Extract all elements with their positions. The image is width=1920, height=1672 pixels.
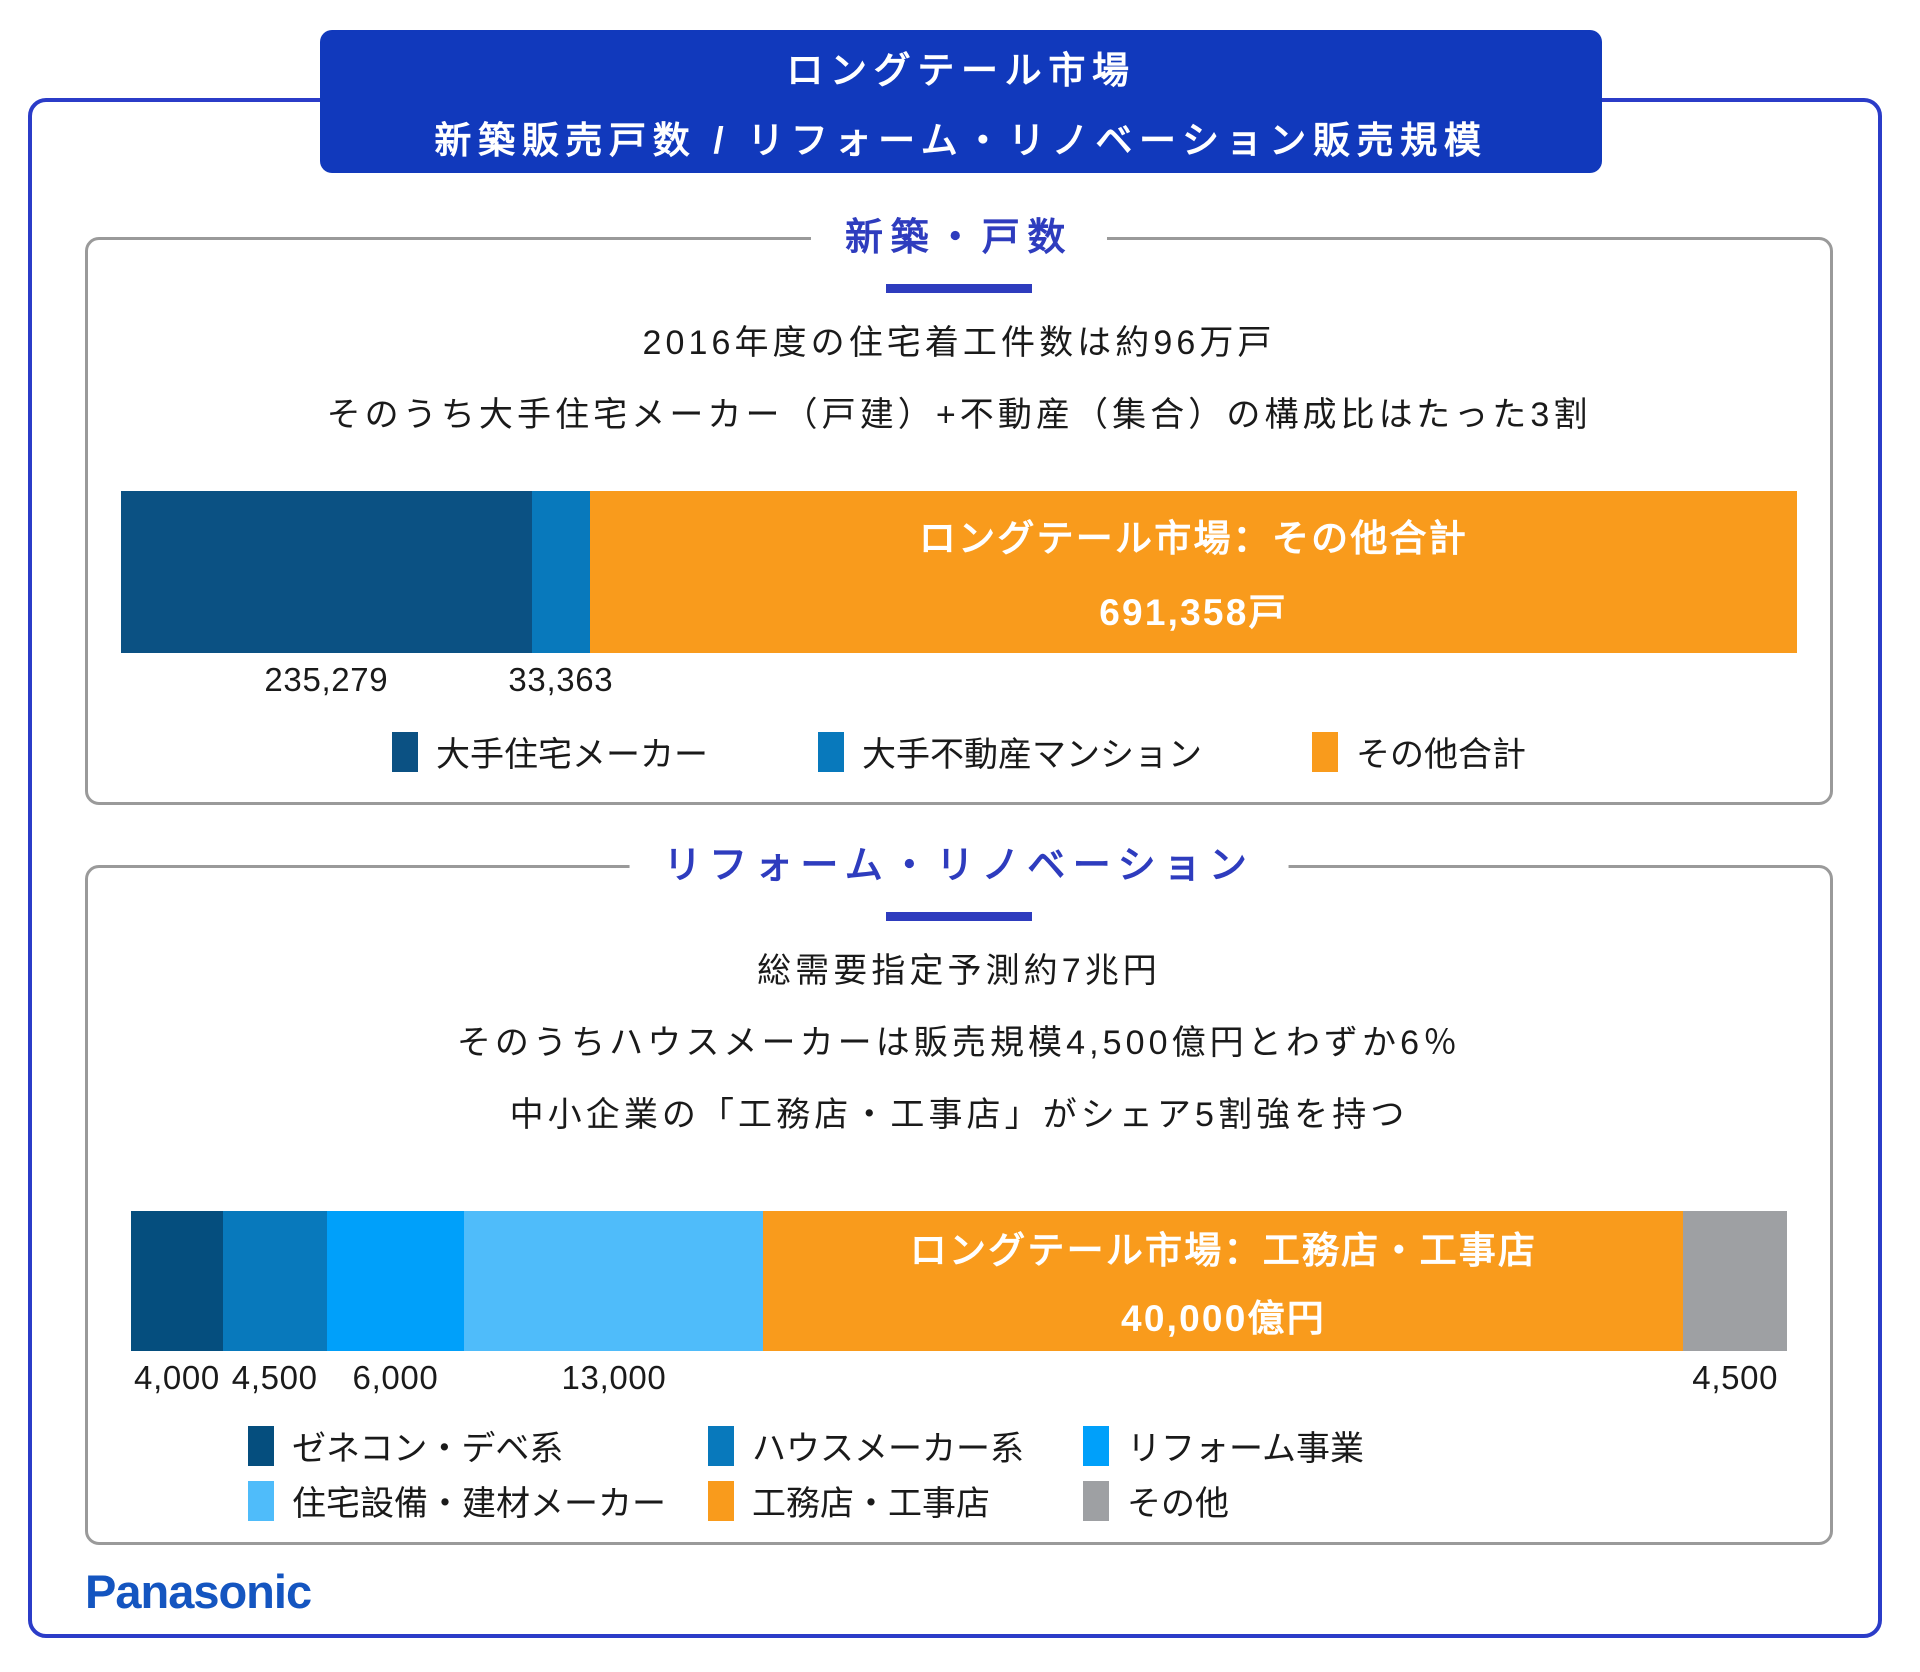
panel-renovation: リフォーム・リノベーション 総需要指定予測約7兆円そのうちハウスメーカーは販売規…: [85, 840, 1833, 1545]
legend-label: 大手住宅メーカー: [436, 736, 708, 774]
bar-value-labels: 4,000 4,500 6,000 13,000 4,500: [131, 1351, 1787, 1401]
heading-underline: [886, 284, 1032, 293]
legend-label: リフォーム事業: [1127, 1430, 1364, 1468]
bar-segment: [531, 491, 590, 653]
bar-value-label: 4,000: [134, 1359, 220, 1396]
bar-segment: [131, 1211, 223, 1351]
section-description: 総需要指定予測約7兆円そのうちハウスメーカーは販売規模4,500億円とわずか6％…: [88, 947, 1830, 1139]
legend-label: その他: [1127, 1485, 1229, 1523]
legend-label: 工務店・工事店: [752, 1485, 990, 1523]
bar-value-label: 4,500: [231, 1359, 318, 1396]
bar-segment: [1683, 1211, 1787, 1351]
legend-swatch-icon: [708, 1425, 734, 1466]
title-line-2: 新築販売戸数 / リフォーム・リノベーション販売規模: [434, 119, 1488, 161]
body-text-line: そのうち大手住宅メーカー（戸建）+不動産（集合）の構成比はたった3割: [326, 396, 1592, 434]
legend-swatch-icon: [248, 1425, 274, 1466]
body-text-line: そのうちハウスメーカーは販売規模4,500億円とわずか6％: [456, 1024, 1462, 1062]
legend-item: 住宅設備・建材メーカー: [248, 1476, 708, 1525]
heading-underline: [886, 912, 1032, 921]
legend-item: ハウスメーカー系: [708, 1421, 1083, 1470]
section-heading: リフォーム・リノベーション: [629, 840, 1289, 892]
legend-item: その他: [1083, 1476, 1423, 1525]
title-line-1: ロングテール市場: [786, 49, 1136, 91]
bar-segment: ロングテール市場：その他合計 691,358戸: [589, 491, 1797, 653]
bar-value-label: 33,363: [508, 661, 614, 698]
panel-new-construction: 新築・戸数 2016年度の住宅着工件数は約96万戸そのうち大手住宅メーカー（戸建…: [85, 212, 1833, 805]
legend-item: ゼネコン・デベ系: [248, 1421, 708, 1470]
section-heading: 新築・戸数: [810, 212, 1108, 264]
stacked-bar-chart: ロングテール市場：工務店・工事店 40,000億円: [131, 1211, 1787, 1351]
body-text-line: 中小企業の「工務店・工事店」がシェア5割強を持つ: [509, 1096, 1409, 1134]
legend: 大手住宅メーカー 大手不動産マンション その他合計: [88, 727, 1830, 776]
legend-swatch-icon: [708, 1480, 734, 1521]
legend-item: その他合計: [1312, 727, 1526, 776]
body-text-line: 2016年度の住宅着工件数は約96万戸: [642, 324, 1276, 362]
legend-label: ゼネコン・デベ系: [292, 1430, 564, 1468]
legend-swatch-icon: [1083, 1425, 1109, 1466]
legend-label: 住宅設備・建材メーカー: [292, 1485, 666, 1523]
bar-value-label: 13,000: [561, 1359, 667, 1396]
legend-swatch-icon: [1083, 1480, 1109, 1521]
legend-swatch-icon: [392, 731, 418, 772]
stacked-bar-chart: ロングテール市場：その他合計 691,358戸: [121, 491, 1797, 653]
segment-overlay-title: ロングテール市場：その他合計: [918, 518, 1469, 559]
segment-overlay-value: 40,000億円: [1121, 1298, 1326, 1339]
legend-item: 大手住宅メーカー: [392, 727, 708, 776]
body-text-line: 総需要指定予測約7兆円: [757, 952, 1161, 990]
legend-item: リフォーム事業: [1083, 1421, 1423, 1470]
legend: ゼネコン・デベ系 ハウスメーカー系 リフォーム事業住宅設備・建材メーカー 工務店・工事…: [88, 1421, 1830, 1525]
segment-overlay-value: 691,358戸: [1099, 592, 1288, 633]
bar-value-label: 6,000: [352, 1359, 439, 1396]
legend-label: 大手不動産マンション: [862, 736, 1202, 774]
bar-segment: [121, 491, 532, 653]
bar-segment: [223, 1211, 327, 1351]
legend-label: ハウスメーカー系: [752, 1430, 1024, 1468]
legend-swatch-icon: [1312, 731, 1338, 772]
bar-value-label: 235,279: [264, 661, 389, 698]
bar-segment: ロングテール市場：工務店・工事店 40,000億円: [763, 1211, 1684, 1351]
bar-value-labels: 235,279 33,363: [121, 653, 1797, 703]
legend-item: 工務店・工事店: [708, 1476, 1083, 1525]
legend-swatch-icon: [818, 731, 844, 772]
section-description: 2016年度の住宅着工件数は約96万戸そのうち大手住宅メーカー（戸建）+不動産（…: [88, 319, 1830, 439]
panasonic-logo: Panasonic: [85, 1565, 312, 1618]
bar-segment: [326, 1211, 465, 1351]
legend-swatch-icon: [248, 1480, 274, 1521]
segment-overlay-title: ロングテール市場：工務店・工事店: [909, 1230, 1538, 1271]
bar-value-label: 4,500: [1692, 1359, 1779, 1396]
bar-segment: [464, 1211, 764, 1351]
title-banner: ロングテール市場 新築販売戸数 / リフォーム・リノベーション販売規模: [320, 30, 1602, 173]
legend-item: 大手不動産マンション: [818, 727, 1202, 776]
legend-label: その他合計: [1356, 736, 1526, 774]
